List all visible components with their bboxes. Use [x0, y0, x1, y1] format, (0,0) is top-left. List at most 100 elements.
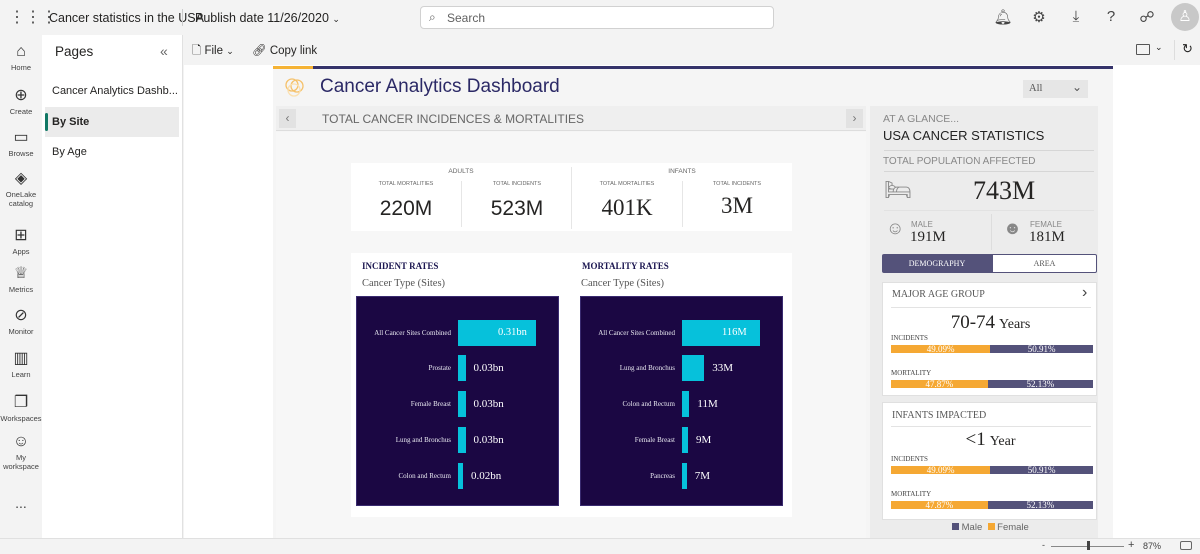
help-icon[interactable]: ?: [1106, 8, 1116, 25]
gear-icon[interactable]: ⚙: [1032, 9, 1046, 26]
publish-date-dropdown[interactable]: Publish date 11/26/2020 ⌄: [195, 11, 340, 25]
bar[interactable]: [458, 355, 466, 381]
bell-icon[interactable]: 🔔︎: [993, 9, 1013, 26]
data-label: 0.03bn: [473, 362, 504, 374]
rail-item-metrics[interactable]: ♕ Metrics: [0, 263, 42, 294]
female-segment[interactable]: 49.09%: [891, 345, 991, 353]
bar[interactable]: [682, 320, 760, 346]
left-rail: ⌂ Home ⊕ Create ▭ Browse ◈ OneLake catalog ⊞ Apps…: [0, 35, 42, 554]
zoom-in-button[interactable]: +: [1128, 539, 1135, 551]
rail-item-apps[interactable]: ⊞ Apps: [0, 225, 42, 256]
page-item-cancer-analytics[interactable]: Cancer Analytics Dashb...: [45, 76, 179, 106]
category-label: Prostate: [428, 364, 451, 372]
fit-page-icon[interactable]: [1180, 541, 1192, 550]
next-button[interactable]: ›: [846, 109, 863, 128]
hospital-bed-icon: 🛏︎: [884, 177, 912, 202]
rail-icon: ☺: [12, 433, 30, 450]
rail-item-monitor[interactable]: ⊘ Monitor: [0, 305, 42, 336]
bar[interactable]: [682, 355, 705, 381]
rail-item--[interactable]: ...: [0, 495, 42, 511]
pages-panel: Pages « Cancer Analytics Dashb... By Sit…: [42, 35, 183, 538]
male-segment[interactable]: 50.91%: [990, 466, 1093, 474]
chevron-down-icon[interactable]: ⌄: [1155, 42, 1163, 52]
filter-value: All: [1029, 83, 1043, 94]
report-title: Cancer Analytics Dashboard: [320, 76, 560, 97]
major-age-group-card: MAJOR AGE GROUP › 70-74 Years INCIDENTS 4…: [882, 282, 1097, 396]
refresh-icon[interactable]: ↻: [1182, 41, 1193, 56]
split-label: INCIDENTS: [891, 455, 928, 463]
bar[interactable]: [682, 391, 690, 417]
avatar-icon[interactable]: ♙: [1171, 3, 1199, 31]
mortality-chart-title: MORTALITY RATES: [582, 261, 669, 271]
tab-demography[interactable]: DEMOGRAPHY: [882, 254, 992, 273]
rail-icon: ⊘: [14, 307, 28, 324]
female-segment[interactable]: 49.09%: [891, 466, 991, 474]
rail-label: OneLake catalog: [5, 190, 37, 208]
male-segment[interactable]: 50.91%: [990, 345, 1093, 353]
page-label: Cancer Analytics Dashb...: [52, 85, 178, 97]
divider: [682, 181, 683, 227]
chevron-right-icon[interactable]: ›: [1082, 284, 1088, 301]
divider: [891, 307, 1091, 308]
bar[interactable]: [458, 320, 536, 346]
page-label: By Age: [52, 146, 87, 158]
female-swatch: [987, 523, 995, 530]
male-label: MALE: [911, 220, 933, 229]
rail-item-my-workspace[interactable]: ☺ My workspace: [0, 433, 42, 471]
male-segment[interactable]: 52.13%: [987, 380, 1093, 388]
divider: [884, 210, 1094, 211]
bar[interactable]: [682, 427, 689, 453]
rail-item-create[interactable]: ⊕ Create: [0, 85, 42, 116]
split-label: INCIDENTS: [891, 334, 928, 342]
zoom-out-button[interactable]: -: [1042, 540, 1045, 550]
gender-split-bar: 49.09% 50.91%: [891, 466, 1093, 474]
rail-item-workspaces[interactable]: ❐ Workspaces: [0, 392, 42, 423]
mortality-rates-chart: All Cancer Sites Combined 116M Lung and Br…: [580, 296, 783, 506]
side-title: USA CANCER STATISTICS: [883, 128, 1045, 143]
bar[interactable]: [458, 463, 464, 489]
rail-icon: ⊞: [14, 227, 28, 244]
bar[interactable]: [682, 463, 687, 489]
collapse-icon[interactable]: «: [160, 43, 168, 59]
rail-label: Learn: [11, 370, 31, 379]
rail-icon: ♕: [13, 265, 29, 282]
share-people-icon[interactable]: ☍: [1139, 9, 1155, 26]
category-label: Pancreas: [650, 472, 675, 480]
search-input[interactable]: ⌕ Search: [420, 6, 774, 29]
view-icon[interactable]: [1136, 44, 1150, 55]
male-icon: ☺: [886, 218, 905, 238]
page-item-by-site[interactable]: By Site: [45, 107, 179, 137]
infants-card-title: INFANTS IMPACTED: [892, 410, 987, 421]
female-segment[interactable]: 47.87%: [891, 501, 988, 509]
zoom-level: 87%: [1143, 541, 1162, 551]
rail-label: Home: [10, 63, 31, 72]
bar[interactable]: [458, 391, 466, 417]
divider: [884, 171, 1094, 172]
page-item-by-age[interactable]: By Age: [45, 137, 179, 167]
download-icon[interactable]: ⤓: [1072, 8, 1080, 25]
rail-item-onelake-catalog[interactable]: ◈ OneLake catalog: [0, 168, 42, 208]
file-menu[interactable]: 🗋︎ File ⌄: [192, 43, 234, 62]
zoom-slider-thumb[interactable]: [1086, 541, 1090, 550]
filter-dropdown[interactable]: All ⌄: [1023, 80, 1088, 98]
link-icon: 🔗︎: [252, 45, 267, 57]
male-segment[interactable]: 52.13%: [987, 501, 1093, 509]
prev-button[interactable]: ‹: [279, 109, 296, 128]
top-bar: ⋮⋮⋮ Cancer statistics in the USA Publish…: [0, 0, 1200, 35]
rail-icon: ⊕: [14, 87, 28, 104]
chevron-down-icon: ⌄: [332, 14, 340, 24]
tab-area[interactable]: AREA: [992, 254, 1097, 273]
rail-item-learn[interactable]: ▥ Learn: [0, 348, 42, 379]
kpi-infant-incidents: 3M: [721, 193, 753, 218]
copy-link-button[interactable]: 🔗︎ Copy link: [252, 43, 317, 57]
rail-item-home[interactable]: ⌂ Home: [0, 43, 42, 72]
mortality-chart-subtitle: Cancer Type (Sites): [581, 278, 665, 289]
bar[interactable]: [458, 427, 466, 453]
female-segment[interactable]: 47.87%: [891, 380, 988, 388]
kpi-card: ADULTS INFANTS TOTAL MORTALITIES TOTAL I…: [351, 163, 792, 231]
report-toolbar: 🗋︎ File ⌄ 🔗︎ Copy link ⌄ ↻: [184, 35, 1200, 65]
divider: [1174, 40, 1175, 60]
apps-grid-icon[interactable]: ⋮⋮⋮: [9, 9, 57, 26]
category-label: All Cancer Sites Combined: [598, 329, 675, 337]
rail-item-browse[interactable]: ▭ Browse: [0, 127, 42, 158]
